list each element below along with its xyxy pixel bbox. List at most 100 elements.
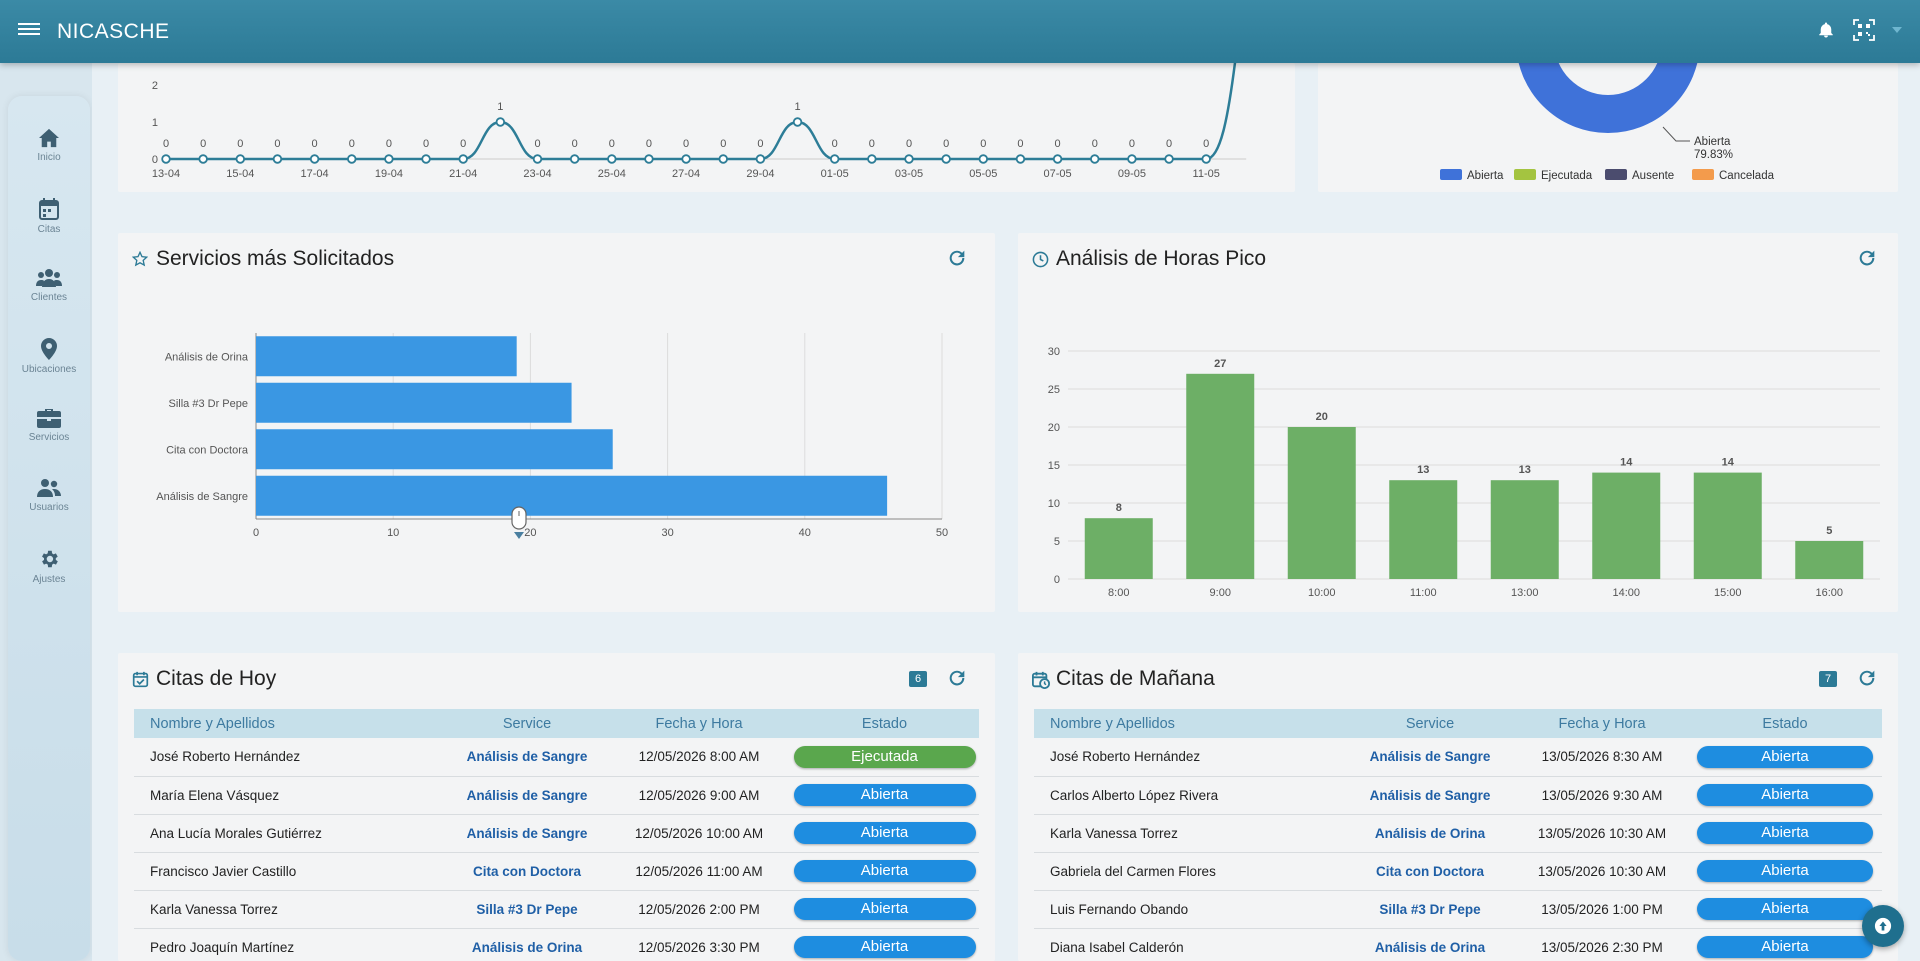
appointment-datetime: 13/05/2026 10:30 AM — [1516, 852, 1688, 891]
status-cell: Abierta — [790, 928, 979, 961]
data-point — [272, 154, 283, 164]
status-badge[interactable]: Abierta — [1697, 898, 1873, 920]
legend-swatch — [1605, 169, 1627, 180]
app-title: NICASCHE — [57, 20, 170, 43]
sidebar-item-clientes[interactable]: Clientes — [8, 268, 90, 303]
status-badge[interactable]: Abierta — [1697, 860, 1873, 882]
bar — [1186, 373, 1255, 579]
service-link[interactable]: Análisis de Orina — [1344, 928, 1516, 961]
service-link[interactable]: Análisis de Sangre — [446, 776, 608, 815]
x-tick-label: 05-05 — [969, 168, 997, 180]
status-badge[interactable]: Ejecutada — [793, 745, 976, 768]
refresh-icon[interactable] — [1856, 247, 1878, 269]
service-link[interactable]: Cita con Doctora — [1344, 852, 1516, 891]
data-point — [904, 154, 914, 164]
table-row[interactable]: Gabriela del Carmen Flores Cita con Docto… — [1034, 852, 1882, 891]
bar — [256, 382, 572, 423]
status-badge[interactable]: Abierta — [1697, 784, 1873, 806]
column-header[interactable]: Estado — [790, 709, 979, 738]
refresh-icon[interactable] — [946, 667, 968, 689]
status-badge[interactable]: Abierta — [1697, 822, 1873, 844]
refresh-icon[interactable] — [1856, 667, 1878, 689]
data-point — [495, 117, 506, 127]
sidebar-item-servicios[interactable]: Servicios — [8, 408, 90, 443]
column-header[interactable]: Nombre y Apellidos — [134, 709, 446, 738]
peak-hours-card: Análisis de Horas Pico 0 5 10 15 20 25 30 8 8:00… — [1018, 233, 1898, 612]
column-header[interactable]: Fecha y Hora — [608, 709, 790, 738]
column-header[interactable]: Nombre y Apellidos — [1034, 709, 1344, 738]
y-tick-label: 0 — [152, 154, 158, 166]
table-row[interactable]: José Roberto Hernández Análisis de Sangre… — [1034, 738, 1882, 777]
data-point — [161, 154, 171, 164]
status-badge[interactable]: Abierta — [793, 822, 976, 844]
service-link[interactable]: Silla #3 Dr Pepe — [1344, 890, 1516, 929]
data-label: 13 — [1417, 464, 1429, 476]
qr-code-icon[interactable] — [1852, 18, 1876, 42]
appointment-datetime: 13/05/2026 2:30 PM — [1516, 928, 1688, 961]
table-row[interactable]: Diana Isabel Calderón Análisis de Orina 13… — [1034, 928, 1882, 961]
chevron-down-icon[interactable] — [1890, 18, 1904, 42]
data-point — [1015, 154, 1026, 164]
legend-label: Abierta — [1467, 170, 1504, 182]
service-link[interactable]: Análisis de Orina — [1344, 814, 1516, 853]
service-link[interactable]: Análisis de Sangre — [446, 738, 608, 777]
data-point — [1127, 154, 1137, 164]
data-label: 13 — [1519, 464, 1531, 476]
status-badge[interactable]: Abierta — [793, 784, 976, 806]
patient-name: Luis Fernando Obando — [1034, 890, 1344, 929]
x-tick-label: 27-04 — [672, 168, 700, 180]
table-row[interactable]: Karla Vanessa Torrez Análisis de Orina 13/… — [1034, 814, 1882, 853]
y-tick-label: 5 — [1054, 536, 1060, 548]
table-row[interactable]: Ana Lucía Morales Gutiérrez Análisis de S… — [134, 814, 979, 853]
data-point — [198, 154, 208, 164]
services-bar-chart: 0 10 20 30 40 50 Análisis de Orina Silla #3 Dr … — [156, 333, 948, 539]
slice-label: Abierta — [1694, 136, 1731, 148]
status-badge[interactable]: Abierta — [793, 860, 976, 882]
x-tick-label: 25-04 — [598, 168, 626, 180]
service-link[interactable]: Análisis de Orina — [446, 928, 608, 961]
sidebar-item-usuarios[interactable]: Usuarios — [8, 478, 90, 513]
x-tick-label: 15-04 — [226, 168, 254, 180]
bell-icon[interactable] — [1814, 18, 1838, 42]
column-header[interactable]: Estado — [1688, 709, 1882, 738]
service-link[interactable]: Análisis de Sangre — [1344, 776, 1516, 815]
briefcase-icon — [37, 409, 61, 428]
table-row[interactable]: Francisco Javier Castillo Cita con Doctor… — [134, 852, 979, 891]
x-tick-label: 30 — [661, 527, 673, 539]
bar — [1795, 541, 1864, 579]
table-row[interactable]: José Roberto Hernández Análisis de Sangre… — [134, 738, 979, 777]
table-row[interactable]: Karla Vanessa Torrez Silla #3 Dr Pepe 12/0… — [134, 890, 979, 929]
status-badge[interactable]: Abierta — [1697, 745, 1873, 768]
service-link[interactable]: Cita con Doctora — [446, 852, 608, 891]
service-link[interactable]: Silla #3 Dr Pepe — [446, 890, 608, 929]
status-cell: Abierta — [1688, 738, 1882, 777]
column-header[interactable]: Service — [1344, 709, 1516, 738]
column-header[interactable]: Service — [446, 709, 608, 738]
sidebar-item-inicio[interactable]: Inicio — [8, 128, 90, 163]
column-header[interactable]: Fecha y Hora — [1516, 709, 1688, 738]
x-tick-label: 13-04 — [152, 168, 180, 180]
y-tick-label: 2 — [152, 80, 158, 92]
tomorrow-appointments-card: Citas de Mañana 7 Nombre y Apellidos Ser… — [1018, 653, 1898, 961]
status-badge[interactable]: Abierta — [1697, 936, 1873, 958]
table-row[interactable]: Luis Fernando Obando Silla #3 Dr Pepe 13/0… — [1034, 890, 1882, 929]
scroll-to-top-button[interactable] — [1862, 905, 1904, 947]
appointment-datetime: 13/05/2026 10:30 AM — [1516, 814, 1688, 853]
sidebar-item-ajustes[interactable]: Ajustes — [8, 548, 90, 585]
hamburger-menu-icon[interactable] — [18, 20, 40, 42]
y-tick-label: Cita con Doctora — [166, 444, 249, 456]
service-link[interactable]: Análisis de Sangre — [1344, 738, 1516, 777]
service-link[interactable]: Análisis de Sangre — [446, 814, 608, 853]
data-label: 0 — [237, 138, 243, 150]
refresh-icon[interactable] — [946, 247, 968, 269]
status-badge[interactable]: Abierta — [793, 936, 976, 958]
table-row[interactable]: María Elena Vásquez Análisis de Sangre 12/… — [134, 776, 979, 815]
data-point — [421, 154, 431, 164]
sidebar-item-ubicaciones[interactable]: Ubicaciones — [8, 338, 90, 375]
table-row[interactable]: Pedro Joaquín Martínez Análisis de Orina 1… — [134, 928, 979, 961]
table-row[interactable]: Carlos Alberto López Rivera Análisis de S… — [1034, 776, 1882, 815]
card-title: Citas de Hoy — [156, 667, 277, 690]
status-badge[interactable]: Abierta — [793, 898, 976, 920]
sidebar-item-citas[interactable]: Citas — [8, 198, 90, 235]
x-tick-label: 20 — [524, 527, 536, 539]
